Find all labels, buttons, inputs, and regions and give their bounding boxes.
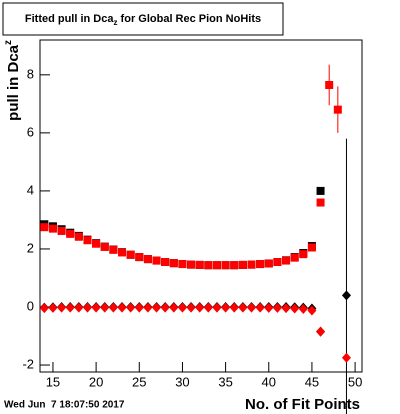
marker-diamond [341, 352, 351, 363]
marker-square [212, 261, 221, 270]
marker-square [126, 250, 135, 259]
marker-diamond [316, 326, 326, 337]
x-tick-label: 45 [305, 374, 319, 389]
marker-square [273, 258, 282, 267]
marker-diamond [134, 302, 144, 313]
marker-square [264, 259, 273, 268]
marker-diamond [177, 302, 187, 313]
marker-square [143, 255, 152, 264]
footer: Wed Jun 7 18:07:50 2017 [4, 400, 125, 411]
marker-square [178, 260, 187, 269]
y-tick-label: 4 [27, 182, 34, 197]
marker-diamond [281, 303, 291, 314]
y-tick-label: 8 [27, 66, 34, 81]
title-rest: for Global Rec Pion NoHits [118, 13, 262, 25]
marker-diamond [238, 302, 248, 313]
marker-square [74, 232, 83, 241]
marker-square [92, 239, 101, 248]
marker-diamond [272, 302, 282, 313]
title-main: Fitted pull in Dca [25, 13, 114, 25]
x-tick-label: 20 [89, 374, 103, 389]
marker-diamond [48, 302, 58, 313]
marker-diamond [108, 302, 118, 313]
marker-square [256, 260, 265, 269]
marker-diamond [203, 302, 213, 313]
plot-frame [39, 39, 363, 373]
marker-square [161, 258, 170, 267]
marker-diamond [74, 302, 84, 313]
marker-square [169, 259, 178, 268]
marker-diamond [290, 303, 300, 314]
marker-diamond [57, 302, 67, 313]
x-axis-label: No. of Fit Points [245, 396, 360, 413]
x-tick-label: 15 [46, 374, 60, 389]
marker-square [83, 236, 92, 245]
y-label-sub: z [3, 40, 14, 45]
chart-title: Fitted pull in Dcaz for Global Rec Pion … [25, 13, 261, 27]
marker-square [307, 243, 316, 252]
marker-diamond [264, 302, 274, 313]
marker-square [325, 80, 334, 89]
marker-diamond [298, 304, 308, 315]
y-tick-label: 6 [27, 124, 34, 139]
marker-diamond [82, 302, 92, 313]
marker-square [316, 198, 325, 207]
marker-square [66, 229, 75, 238]
marker-square [204, 261, 213, 270]
marker-square [316, 186, 325, 195]
marker-diamond [39, 303, 49, 314]
marker-diamond [65, 302, 75, 313]
marker-square [118, 248, 127, 257]
y-label-main: pull in Dca [5, 44, 22, 121]
marker-diamond [247, 302, 257, 313]
marker-diamond [91, 302, 101, 313]
marker-diamond [169, 302, 179, 313]
marker-diamond [186, 302, 196, 313]
marker-diamond [307, 305, 317, 316]
marker-square [40, 223, 49, 232]
x-tick-label: 40 [262, 374, 276, 389]
marker-square [290, 253, 299, 262]
marker-square [221, 261, 230, 270]
marker-diamond [221, 302, 231, 313]
x-tick-label: 35 [218, 374, 232, 389]
marker-diamond [117, 302, 127, 313]
marker-diamond [212, 302, 222, 313]
marker-diamond [100, 302, 110, 313]
marker-diamond [255, 302, 265, 313]
marker-square [238, 260, 247, 269]
marker-square [109, 245, 118, 254]
marker-diamond [229, 302, 239, 313]
marker-square [48, 224, 57, 233]
marker-square [299, 250, 308, 259]
marker-square [333, 105, 342, 114]
y-tick-label: -2 [22, 356, 34, 371]
marker-square [195, 260, 204, 269]
y-axis-label: pull in Dcaz [3, 40, 22, 121]
marker-square [187, 260, 196, 269]
marker-diamond [143, 302, 153, 313]
marker-square [135, 253, 144, 262]
marker-diamond [195, 302, 205, 313]
marker-diamond [160, 302, 170, 313]
marker-square [152, 256, 161, 265]
marker-diamond [152, 302, 162, 313]
y-tick-label: 0 [27, 298, 34, 313]
x-tick-label: 30 [175, 374, 189, 389]
marker-square [282, 256, 291, 265]
x-tick-label: 50 [348, 374, 362, 389]
x-tick-label: 25 [132, 374, 146, 389]
marker-diamond [341, 290, 351, 301]
marker-square [57, 226, 66, 235]
marker-square [247, 260, 256, 269]
title-box [2, 2, 284, 36]
title-sub: z [114, 18, 118, 27]
marker-square [230, 261, 239, 270]
marker-square [100, 242, 109, 251]
marker-diamond [126, 302, 136, 313]
y-tick-label: 2 [27, 240, 34, 255]
